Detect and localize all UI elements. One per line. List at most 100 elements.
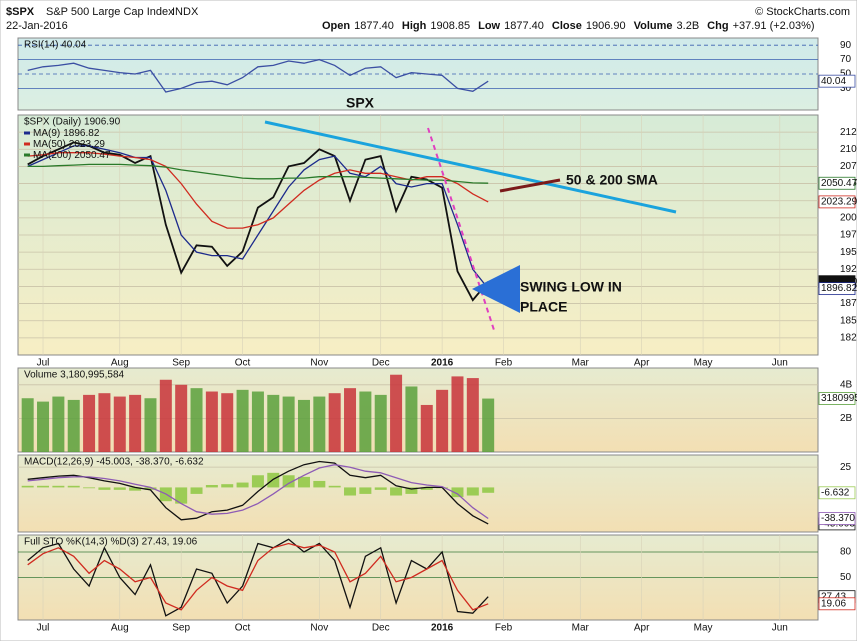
x-tick-label: Aug bbox=[111, 623, 129, 634]
pointer-line bbox=[499, 178, 561, 193]
volume-bar bbox=[159, 379, 172, 452]
histogram-bar bbox=[344, 487, 357, 496]
value-marker: 1906.90 bbox=[821, 276, 857, 287]
histogram-bar bbox=[190, 487, 203, 494]
x-tick-label: Jun bbox=[772, 358, 788, 369]
y-tick-label: 1850 bbox=[840, 315, 857, 326]
volume-bar bbox=[21, 398, 34, 452]
volume-bar bbox=[144, 398, 157, 452]
series-line bbox=[27, 460, 489, 525]
histogram-bar bbox=[37, 485, 50, 488]
volume-bar bbox=[37, 401, 50, 452]
y-tick-label: 90 bbox=[840, 40, 852, 51]
value-marker: 19.06 bbox=[821, 598, 846, 609]
value-marker: -38.370 bbox=[821, 513, 855, 524]
series-line bbox=[27, 141, 489, 302]
y-tick-label: 1975 bbox=[840, 230, 857, 241]
histogram-bar bbox=[221, 484, 234, 488]
histogram-bar bbox=[21, 485, 34, 488]
volume-bar bbox=[129, 394, 142, 452]
series-line bbox=[27, 464, 489, 520]
y-tick-label: 80 bbox=[840, 547, 852, 558]
symbol: $SPX bbox=[6, 6, 35, 18]
y-tick-label: 1875 bbox=[840, 298, 857, 309]
date: 22-Jan-2016 bbox=[6, 20, 68, 32]
volume-bar bbox=[390, 374, 403, 452]
histogram-bar bbox=[466, 487, 479, 496]
volume-bar bbox=[282, 396, 295, 452]
legend-name: MA(50) bbox=[33, 139, 66, 150]
volume-bar bbox=[420, 404, 433, 452]
stat-label: Close bbox=[552, 20, 582, 32]
volume-bar bbox=[374, 394, 387, 452]
histogram-bar bbox=[113, 487, 126, 490]
index-name: S&P 500 Large Cap Index bbox=[46, 6, 174, 18]
trend-line bbox=[264, 120, 677, 214]
series-line bbox=[27, 58, 489, 93]
x-tick-label: Jun bbox=[772, 623, 788, 634]
volume-bar bbox=[436, 389, 449, 452]
histogram-bar bbox=[390, 487, 403, 496]
volume-bar bbox=[328, 393, 341, 452]
y-tick-label: 2B bbox=[840, 413, 853, 424]
histogram-bar bbox=[482, 487, 495, 493]
annotation: PLACE bbox=[520, 299, 567, 315]
value-marker-box bbox=[818, 392, 856, 405]
x-tick-label: Jul bbox=[37, 358, 50, 369]
stat-value: 1877.40 bbox=[504, 20, 544, 32]
value-marker-box bbox=[818, 597, 856, 611]
value-marker: 40.04 bbox=[821, 76, 846, 87]
value-marker-box bbox=[818, 486, 856, 500]
volume-bar bbox=[205, 391, 218, 452]
series-line bbox=[27, 538, 489, 617]
value-marker: 2023.29 bbox=[821, 197, 857, 208]
histogram-bar bbox=[359, 487, 372, 494]
volume-bar bbox=[482, 398, 495, 452]
x-tick-label: Nov bbox=[310, 358, 328, 369]
panel bbox=[17, 454, 819, 533]
stat-value: 3.2B bbox=[677, 20, 700, 32]
y-tick-label: 2000 bbox=[840, 212, 857, 223]
panel-label: Volume 3,180,995,584 bbox=[24, 370, 125, 381]
volume-bar bbox=[67, 399, 80, 452]
x-tick-label: Dec bbox=[372, 358, 390, 369]
histogram-bar bbox=[251, 475, 264, 488]
value-marker-box bbox=[818, 176, 856, 190]
legend-entry: MA(200) 2050.47 bbox=[33, 150, 111, 161]
x-tick-label: Apr bbox=[634, 623, 650, 634]
value-marker: 27.43 bbox=[821, 591, 846, 602]
stat-label: Low bbox=[478, 20, 500, 32]
volume-bar bbox=[113, 396, 126, 452]
y-tick-label: 1925 bbox=[840, 264, 857, 275]
volume-bar bbox=[466, 378, 479, 452]
volume-bar bbox=[405, 386, 418, 452]
x-tick-label: 2016 bbox=[431, 623, 454, 634]
volume-bar bbox=[359, 391, 372, 452]
y-tick-label: 1950 bbox=[840, 247, 857, 258]
y-tick-label: 50 bbox=[840, 572, 852, 583]
stats: Open 1877.40 High 1908.85 Low 1877.40 Close 190… bbox=[322, 20, 815, 32]
x-tick-label: Apr bbox=[634, 358, 650, 369]
x-tick-label: Oct bbox=[235, 623, 251, 634]
y-tick-label: 25 bbox=[840, 462, 852, 473]
stat-value: 1906.90 bbox=[586, 20, 626, 32]
x-tick-label: Aug bbox=[111, 358, 129, 369]
series-line bbox=[27, 163, 489, 184]
x-tick-label: Sep bbox=[172, 623, 190, 634]
volume-bar bbox=[98, 393, 111, 452]
legend-value: 1896.82 bbox=[63, 128, 100, 139]
series-line bbox=[27, 542, 489, 611]
credit: © StockCharts.com bbox=[755, 6, 850, 18]
histogram-bar bbox=[297, 476, 310, 488]
value-marker-box bbox=[818, 74, 856, 88]
volume-bar bbox=[344, 388, 357, 452]
y-tick-label: 4B bbox=[840, 379, 853, 390]
x-tick-label: Sep bbox=[172, 358, 190, 369]
x-tick-label: Jul bbox=[37, 623, 50, 634]
series-line bbox=[27, 145, 489, 290]
value-marker: 1896.82 bbox=[821, 283, 857, 294]
x-tick-label: 2016 bbox=[431, 358, 454, 369]
volume-bar bbox=[175, 384, 188, 452]
y-tick-label: 2075 bbox=[840, 161, 857, 172]
